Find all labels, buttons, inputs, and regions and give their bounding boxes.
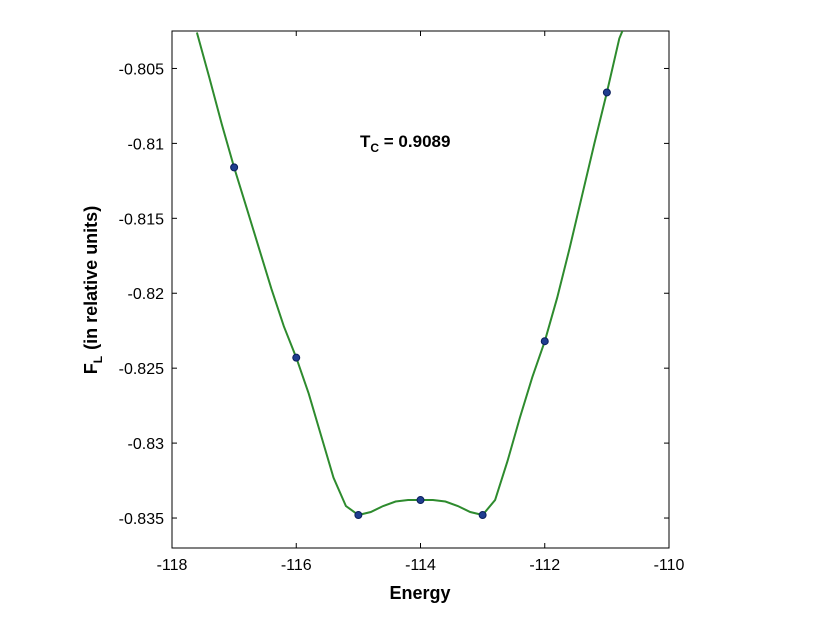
y-tick-label: -0.825	[119, 361, 164, 378]
data-point	[602, 88, 611, 97]
annotation-sub: C	[370, 141, 379, 155]
y-axis-label-sub: L	[91, 356, 105, 363]
data-points-layer	[230, 88, 611, 520]
y-axis-label-rest: (in relative units)	[81, 206, 101, 350]
x-tick-label: -112	[529, 557, 560, 574]
plot-area	[171, 30, 670, 549]
x-tick-label: -110	[654, 557, 685, 574]
data-point	[416, 496, 425, 505]
data-point	[540, 337, 549, 346]
data-point	[478, 511, 487, 520]
y-tick-label: -0.835	[119, 511, 164, 528]
x-axis-ticks: -118 -116 -114 -112 -110	[157, 31, 685, 574]
y-tick-label: -0.81	[128, 136, 165, 153]
fit-curve	[195, 31, 624, 517]
y-tick-label: -0.815	[119, 211, 164, 228]
x-tick-label: -116	[281, 557, 312, 574]
data-point	[230, 163, 239, 172]
y-axis-ticks: -0.805 -0.81 -0.815 -0.82 -0.825 -0.83 -0.835	[119, 61, 669, 528]
x-tick-label: -114	[405, 557, 436, 574]
y-axis-label-main: F	[81, 363, 101, 374]
x-axis-label: Energy	[389, 583, 450, 603]
y-tick-label: -0.805	[119, 61, 164, 78]
data-point	[354, 511, 363, 520]
annotation-rest: = 0.9089	[379, 132, 450, 151]
data-point	[292, 353, 301, 362]
y-tick-label: -0.82	[128, 286, 165, 303]
annotation-main: T	[360, 132, 371, 151]
x-tick-label: -118	[157, 557, 188, 574]
y-tick-label: -0.83	[128, 436, 165, 453]
annotation: TC = 0.9089	[360, 132, 450, 155]
y-axis-label: FL (in relative units)	[81, 206, 105, 374]
fit-curve-layer	[195, 31, 624, 517]
